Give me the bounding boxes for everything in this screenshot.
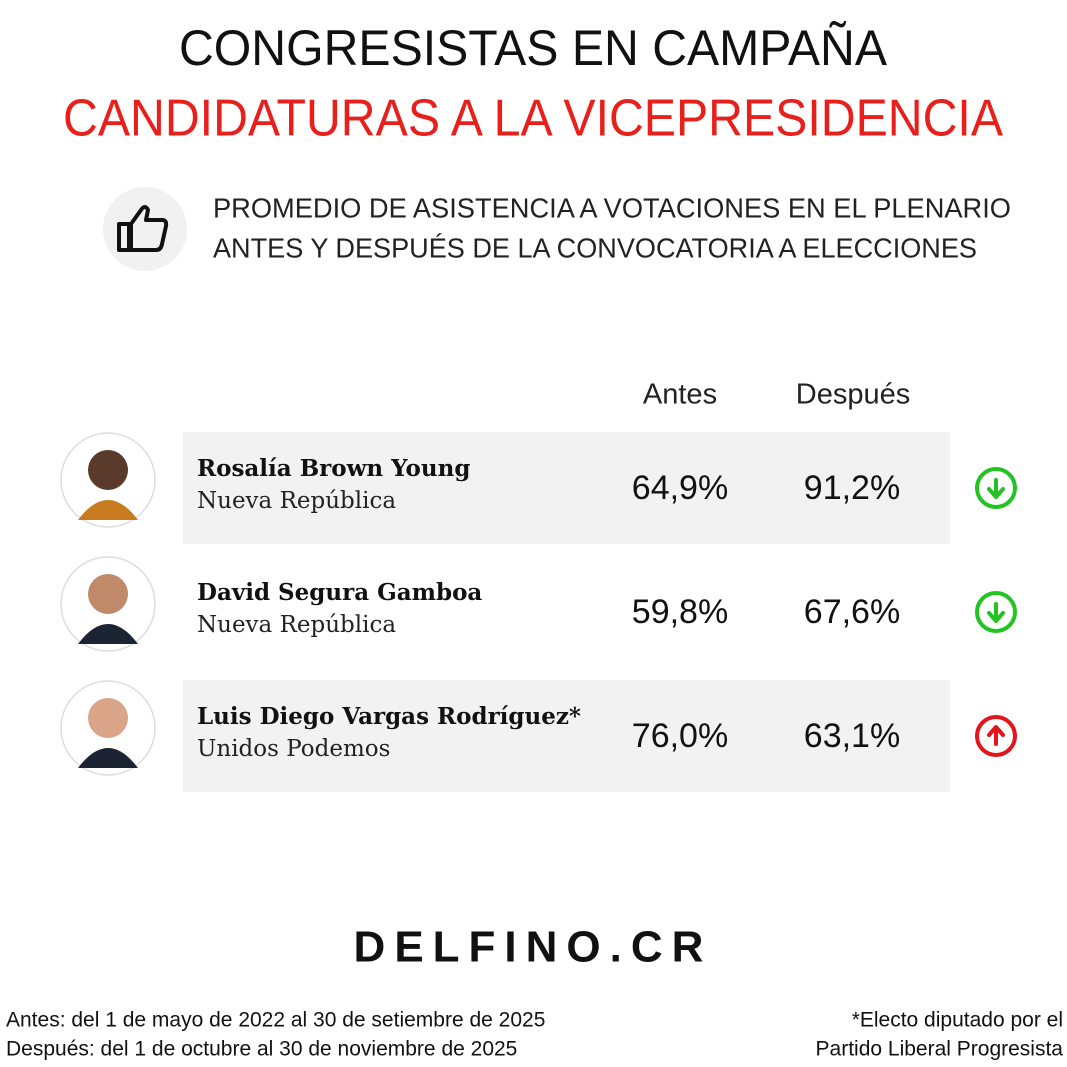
row: David Segura Gamboa Nueva República 59,8% 6… [60,556,1017,652]
trend-circle [975,591,1017,633]
description-line: PROMEDIO DE ASISTENCIA A VOTACIONES EN E… [213,192,1011,223]
trend-circle [975,467,1017,509]
member-party: Nueva República [197,612,396,638]
value-after: 63,1% [804,717,900,755]
value-after: 91,2% [804,469,900,507]
trend-arrow [987,725,1005,746]
brand: DELFINO.CR [354,923,713,972]
row: Luis Diego Vargas Rodríguez* Unidos Podem… [60,680,1017,792]
trend-arrow [987,602,1005,623]
member-name: Luis Diego Vargas Rodríguez* [197,703,581,730]
icon-circle [103,187,187,271]
note-right: *Electo diputado por el [852,1009,1063,1032]
note-right: Partido Liberal Progresista [816,1038,1064,1061]
note-left: Antes: del 1 de mayo de 2022 al 30 de se… [6,1009,545,1032]
trend-up-icon [975,591,1017,633]
rows: Rosalía Brown Young Nueva República 64,9% 9… [60,432,1017,792]
value-before: 59,8% [632,593,728,631]
avatar-face [88,450,128,490]
member-name: David Segura Gamboa [197,579,482,606]
description-line: ANTES Y DESPUÉS DE LA CONVOCATORIA A ELE… [213,232,977,263]
trend-down-icon [975,715,1017,757]
trend-circle [975,715,1017,757]
value-before: 64,9% [632,469,728,507]
row-background [183,680,950,792]
subtitle: CANDIDATURAS A LA VICEPRESIDENCIA [63,90,1003,148]
member-party: Unidos Podemos [197,736,390,762]
column-header: Antes [643,379,717,411]
member-name: Rosalía Brown Young [197,455,470,482]
value-before: 76,0% [632,717,728,755]
title: CONGRESISTAS EN CAMPAÑA [179,20,888,76]
trend-up-icon [975,467,1017,509]
thumb-path [117,205,169,252]
row-background [183,432,950,544]
note-left: Después: del 1 de octubre al 30 de novie… [6,1038,517,1061]
column-header: Después [796,379,910,411]
thumb-icon [103,187,187,271]
avatar-body [78,748,138,768]
value-after: 67,6% [804,593,900,631]
avatar-body [78,624,138,644]
avatar-body [78,500,138,520]
avatar-face [88,698,128,738]
member-party: Nueva República [197,488,396,514]
trend-arrow [987,478,1005,499]
avatar-face [88,574,128,614]
row: Rosalía Brown Young Nueva República 64,9% 9… [60,432,1017,544]
